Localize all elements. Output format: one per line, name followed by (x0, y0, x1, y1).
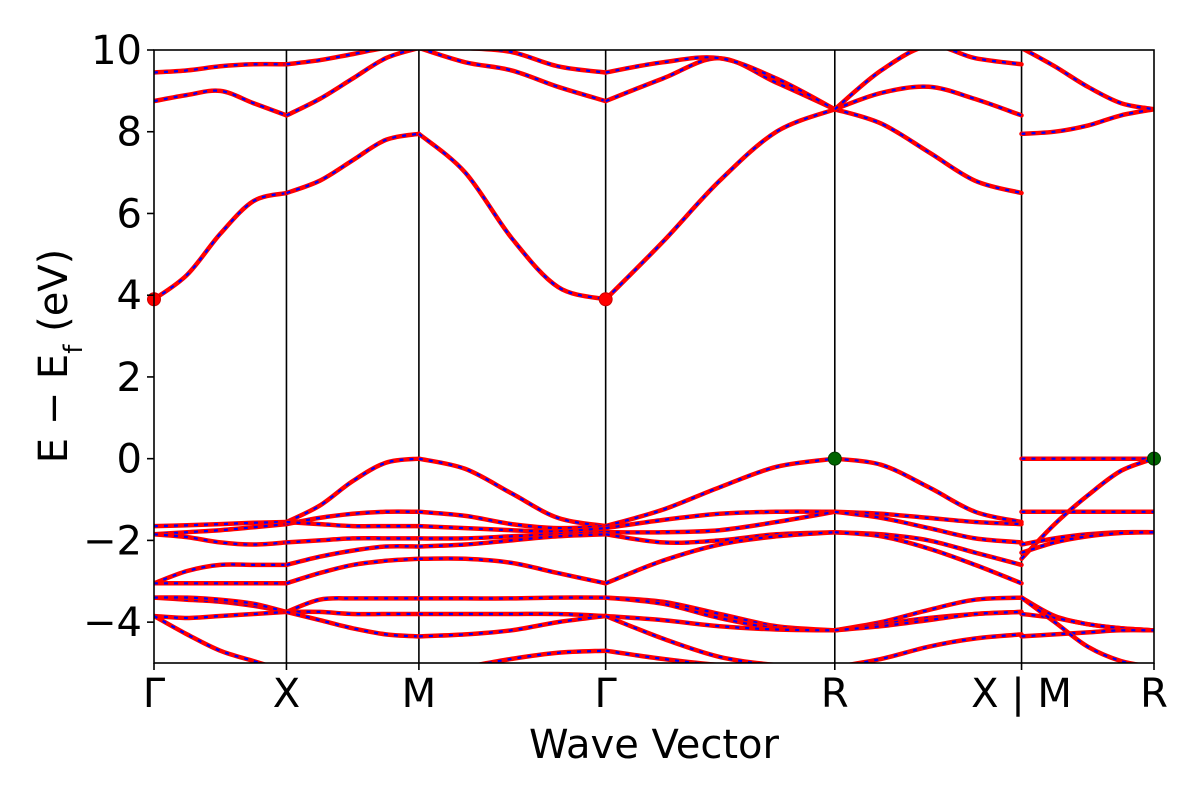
band-line-spin-down (1021, 629, 1154, 638)
band-line-spin-down (286, 545, 419, 566)
band-line-spin-down (852, 633, 1022, 663)
band-line-spin-down (834, 85, 1022, 117)
band-line-spin-down (418, 614, 606, 638)
band-line-spin-down (286, 132, 420, 195)
plot-frame (153, 49, 1155, 664)
band-line-spin-down (286, 537, 419, 544)
band-line-spin-down (834, 510, 1022, 544)
band-line-spin-down (1021, 531, 1154, 554)
band-line-spin-down (834, 50, 1022, 111)
band-line-spin-up (603, 648, 724, 663)
x-axis-title: Wave Vector (529, 722, 780, 768)
band-line-spin-down (286, 510, 419, 526)
y-tick-label: −4 (83, 600, 142, 646)
y-tick-label: 10 (91, 28, 142, 74)
band-line-spin-down (421, 50, 607, 103)
bands-group (154, 50, 1154, 677)
x-axis-ticks: Γ X M Γ R X | M R (143, 663, 1168, 717)
band-line-spin-down (287, 671, 419, 677)
y-tick-label: 0 (117, 437, 142, 483)
band-line-spin-up (284, 50, 420, 118)
band-line-spin-down (418, 457, 606, 528)
x-tick-label: Γ (595, 671, 618, 717)
band-line-spin-down (418, 525, 606, 533)
y-axis-title-unit: (eV) (31, 249, 77, 345)
band-line-spin-down (154, 533, 287, 546)
y-axis-title: E − Ef (eV) (31, 249, 89, 464)
band-line-spin-down (1020, 596, 1135, 663)
band-line-spin-up (475, 648, 608, 663)
band-line-spin-down (418, 132, 606, 301)
band-line-spin-down (605, 457, 835, 528)
x-tick-label: Γ (143, 671, 166, 717)
band-line-spin-down (286, 610, 419, 638)
y-axis-ticks: −4 −2 0 2 4 6 8 10 (83, 28, 154, 646)
band-line-spin-down (418, 531, 606, 540)
band-line-spin-up (603, 107, 838, 302)
band-line-spin-down (1020, 457, 1154, 560)
band-line-spin-down (605, 531, 835, 585)
x-tick-label: R (1140, 671, 1168, 717)
y-axis-title-main: E − E (31, 354, 77, 464)
band-line-spin-down (605, 510, 835, 534)
band-line-spin-down (154, 191, 287, 301)
band-line-spin-down (834, 457, 1022, 524)
y-tick-label: 4 (117, 273, 142, 319)
band-line-spin-down (482, 50, 606, 74)
band-line-spin-down (154, 63, 287, 74)
x-tick-label: R (821, 671, 849, 717)
markers-group (147, 292, 1161, 466)
band-line-spin-down (834, 610, 1022, 632)
y-tick-label: 8 (117, 110, 142, 156)
band-line-spin-down (154, 563, 287, 585)
cbm-marker (598, 292, 613, 307)
band-line-spin-down (605, 614, 835, 632)
band-line-spin-up (1020, 50, 1154, 112)
band-line-spin-down (605, 56, 836, 111)
band-line-spin-down (1021, 108, 1154, 135)
band-line-spin-down (154, 596, 287, 613)
band-line-spin-up (287, 671, 419, 677)
band-line-spin-down (418, 596, 606, 600)
band-line-spin-down (286, 520, 419, 528)
y-tick-label: −2 (83, 518, 142, 564)
y-axis-title-subscript: f (59, 344, 89, 354)
vbm-marker (827, 451, 842, 466)
band-line-spin-up (154, 613, 268, 663)
plot-area (154, 50, 1154, 663)
y-tick-label: 6 (117, 191, 142, 237)
band-line-spin-down (286, 610, 419, 616)
band-line-spin-down (418, 510, 606, 530)
band-line-spin-down (834, 108, 1022, 195)
band-line-spin-up (284, 456, 422, 525)
band-line-spin-down (834, 531, 1022, 585)
x-tick-label: M (402, 671, 437, 717)
y-tick-label: 2 (117, 355, 142, 401)
band-line-spin-down (154, 523, 287, 536)
x-tick-label: X (273, 671, 300, 717)
band-line-spin-down (605, 614, 767, 663)
band-line-spin-down (605, 510, 835, 530)
x-tick-label: X | M (971, 671, 1072, 717)
band-line-spin-down (154, 520, 287, 528)
band-line-spin-down (418, 557, 606, 585)
band-line-spin-down (834, 510, 1022, 526)
band-line-spin-down (418, 533, 606, 548)
band-line-spin-down (286, 557, 419, 585)
band-line-spin-down (154, 610, 287, 620)
band-line-spin-down (286, 597, 419, 613)
band-line-spin-down (418, 612, 606, 618)
band-line-spin-down (286, 50, 380, 66)
band-line-spin-down (154, 89, 287, 117)
